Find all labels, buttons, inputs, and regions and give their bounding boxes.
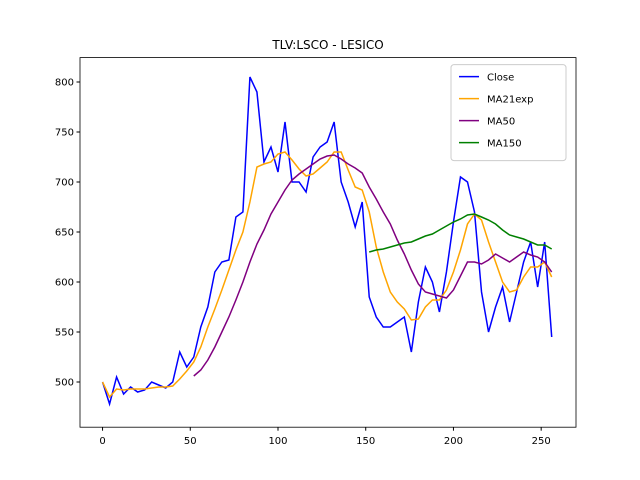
legend-label: MA150: [487, 139, 522, 150]
y-tick-label: 750: [55, 128, 74, 139]
x-tick-label: 150: [356, 436, 375, 447]
x-tick-label: 100: [268, 436, 287, 447]
plot-frame: [79, 57, 577, 428]
y-tick-label: 600: [55, 278, 74, 289]
line-series: [193, 154, 553, 377]
x-tick-label: 200: [444, 436, 463, 447]
y-tick-label: 550: [55, 328, 74, 339]
x-tick-label: 0: [99, 436, 105, 447]
x-tick-label: 50: [184, 436, 197, 447]
legend-label: MA50: [487, 117, 515, 128]
y-tick-label: 650: [55, 228, 74, 239]
x-tick-label: 250: [532, 436, 551, 447]
y-tick-label: 500: [55, 378, 74, 389]
line-series: [369, 213, 553, 253]
chart-title: TLV:LSCO - LESICO: [271, 38, 383, 52]
legend-label: Close: [487, 73, 514, 84]
line-series: [101, 151, 553, 399]
legend-label: MA21exp: [487, 95, 533, 106]
line-series: [101, 76, 553, 407]
legend-box: [450, 64, 567, 162]
y-tick-label: 700: [55, 178, 74, 189]
y-tick-label: 800: [55, 78, 74, 89]
